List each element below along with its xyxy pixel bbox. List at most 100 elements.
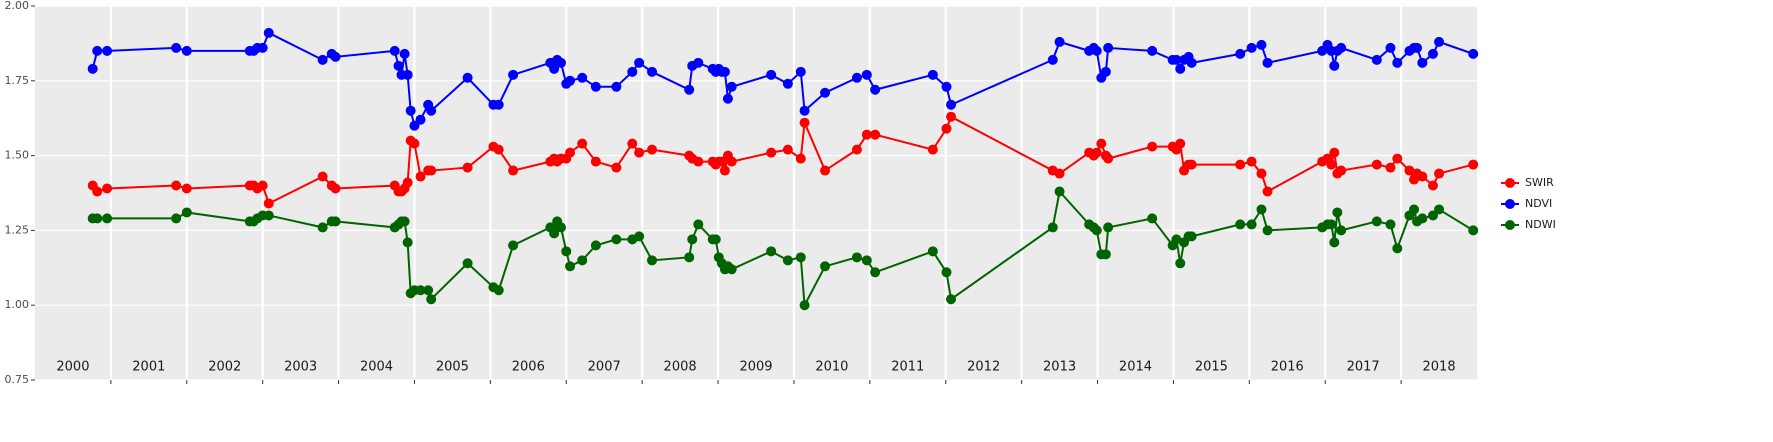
- point: [1256, 168, 1267, 179]
- year-label: 2011: [891, 360, 924, 375]
- point: [549, 228, 560, 239]
- point: [1392, 243, 1403, 254]
- point: [799, 300, 810, 311]
- year-label: 2013: [1043, 360, 1076, 375]
- point: [726, 81, 737, 92]
- point: [415, 114, 426, 125]
- point: [257, 42, 268, 53]
- point: [719, 66, 730, 77]
- point: [861, 129, 872, 140]
- point: [1235, 48, 1246, 59]
- point: [1256, 39, 1267, 50]
- year-label: 2006: [512, 360, 545, 375]
- point: [1262, 225, 1273, 236]
- point: [782, 78, 793, 89]
- point: [820, 165, 831, 176]
- point: [1412, 42, 1423, 53]
- point: [405, 105, 416, 116]
- point: [627, 66, 638, 77]
- point: [1235, 219, 1246, 230]
- point: [1434, 168, 1445, 179]
- year-label: 2007: [588, 360, 621, 375]
- point: [389, 45, 400, 56]
- point: [693, 57, 704, 68]
- point: [799, 117, 810, 128]
- point: [1100, 66, 1111, 77]
- point: [330, 51, 341, 62]
- point: [1385, 42, 1396, 53]
- point: [462, 72, 473, 83]
- point: [1371, 159, 1382, 170]
- point: [102, 213, 113, 224]
- point: [1186, 159, 1197, 170]
- point: [1468, 225, 1479, 236]
- point: [1336, 42, 1347, 53]
- point: [1329, 237, 1340, 248]
- point: [1054, 168, 1065, 179]
- point: [687, 234, 698, 245]
- legend-marker: [1505, 178, 1515, 188]
- point: [1326, 159, 1337, 170]
- point: [1332, 207, 1343, 218]
- point: [565, 147, 576, 158]
- point: [1246, 219, 1257, 230]
- point: [795, 252, 806, 263]
- year-label: 2012: [967, 360, 1000, 375]
- point: [1103, 42, 1114, 53]
- point: [493, 99, 504, 110]
- point: [1336, 225, 1347, 236]
- point: [1329, 147, 1340, 158]
- point: [647, 255, 658, 266]
- point: [1417, 57, 1428, 68]
- point: [426, 294, 437, 305]
- point: [1171, 54, 1182, 65]
- point: [861, 255, 872, 266]
- point: [1103, 222, 1114, 233]
- point: [87, 63, 98, 74]
- point: [726, 156, 737, 167]
- legend-label: SWIR: [1525, 176, 1554, 189]
- point: [565, 261, 576, 272]
- point: [92, 213, 103, 224]
- point: [1329, 60, 1340, 71]
- point: [795, 66, 806, 77]
- point: [423, 285, 434, 296]
- point: [1103, 153, 1114, 164]
- point: [722, 93, 733, 104]
- point: [102, 45, 113, 56]
- point: [171, 42, 182, 53]
- year-label: 2005: [436, 360, 469, 375]
- point: [1468, 48, 1479, 59]
- point: [577, 72, 588, 83]
- point: [508, 69, 519, 80]
- point: [634, 57, 645, 68]
- point: [1175, 63, 1186, 74]
- point: [1417, 213, 1428, 224]
- point: [393, 60, 404, 71]
- point: [1235, 159, 1246, 170]
- point: [1371, 54, 1382, 65]
- point: [462, 258, 473, 269]
- point: [493, 285, 504, 296]
- point: [647, 66, 658, 77]
- point: [181, 183, 192, 194]
- y-tick-label: 1.25: [5, 223, 30, 236]
- year-label: 2001: [132, 360, 165, 375]
- point: [927, 144, 938, 155]
- y-tick-label: 1.75: [5, 74, 30, 87]
- point: [766, 69, 777, 80]
- point: [611, 162, 622, 173]
- point: [1392, 57, 1403, 68]
- point: [941, 267, 952, 278]
- point: [399, 216, 410, 227]
- point: [1147, 213, 1158, 224]
- point: [684, 252, 695, 263]
- point: [415, 171, 426, 182]
- point: [1091, 147, 1102, 158]
- point: [627, 138, 638, 149]
- point: [1392, 153, 1403, 164]
- point: [102, 183, 113, 194]
- point: [171, 213, 182, 224]
- point: [1091, 225, 1102, 236]
